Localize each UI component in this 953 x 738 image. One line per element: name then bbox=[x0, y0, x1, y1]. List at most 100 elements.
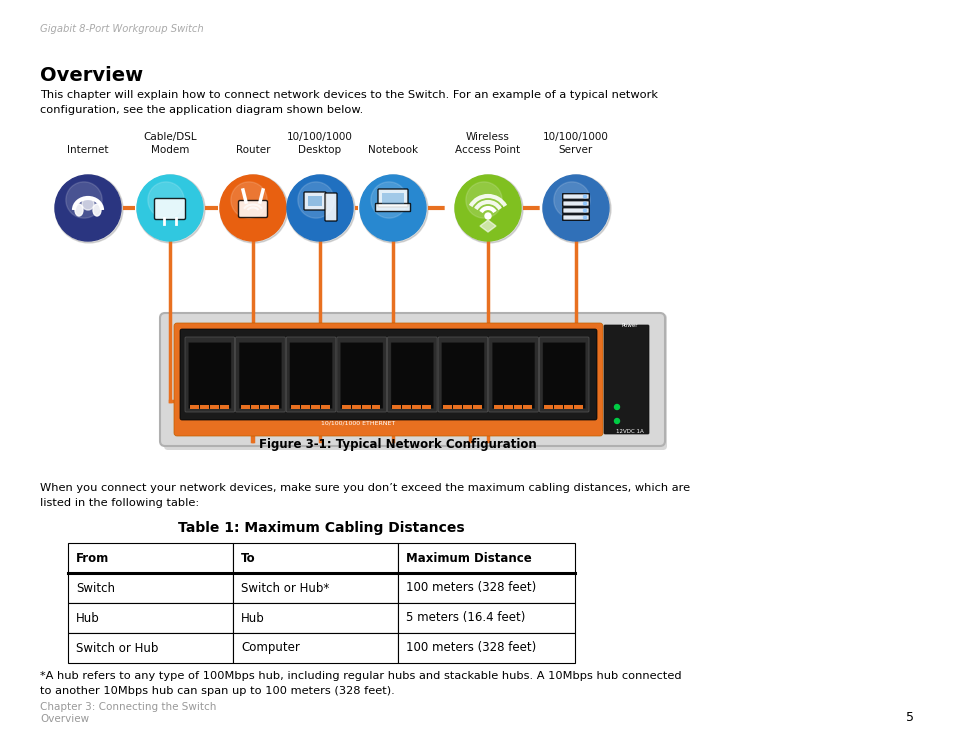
Circle shape bbox=[484, 213, 491, 219]
Text: Access Point: Access Point bbox=[455, 145, 520, 155]
Text: Internet: Internet bbox=[67, 145, 109, 155]
Circle shape bbox=[220, 175, 288, 243]
Circle shape bbox=[542, 175, 610, 243]
Circle shape bbox=[231, 182, 267, 218]
Text: Hub: Hub bbox=[76, 612, 100, 624]
Bar bbox=[200, 405, 209, 409]
Circle shape bbox=[66, 182, 102, 218]
Text: *A hub refers to any type of 100Mbps hub, including regular hubs and stackable h: *A hub refers to any type of 100Mbps hub… bbox=[40, 671, 680, 696]
FancyBboxPatch shape bbox=[542, 342, 585, 409]
Text: Maximum Distance: Maximum Distance bbox=[406, 551, 531, 565]
Bar bbox=[233, 573, 397, 603]
Text: Switch or Hub*: Switch or Hub* bbox=[241, 582, 329, 595]
FancyBboxPatch shape bbox=[164, 314, 666, 450]
Bar bbox=[513, 405, 522, 409]
Bar bbox=[240, 405, 250, 409]
Text: Table 1: Maximum Cabling Distances: Table 1: Maximum Cabling Distances bbox=[178, 521, 464, 535]
Bar bbox=[523, 405, 532, 409]
Circle shape bbox=[287, 175, 353, 241]
Circle shape bbox=[82, 198, 94, 210]
FancyBboxPatch shape bbox=[173, 323, 602, 436]
FancyBboxPatch shape bbox=[375, 204, 410, 212]
Circle shape bbox=[359, 175, 428, 243]
Bar bbox=[233, 633, 397, 663]
Bar bbox=[68, 603, 233, 633]
Circle shape bbox=[614, 404, 618, 410]
Bar bbox=[503, 405, 512, 409]
Bar bbox=[68, 543, 233, 573]
Bar bbox=[554, 405, 562, 409]
FancyBboxPatch shape bbox=[189, 342, 231, 409]
FancyBboxPatch shape bbox=[304, 192, 326, 210]
Bar bbox=[233, 603, 397, 633]
Text: To: To bbox=[241, 551, 255, 565]
Circle shape bbox=[554, 182, 590, 218]
FancyBboxPatch shape bbox=[239, 342, 281, 409]
Bar bbox=[233, 543, 397, 573]
FancyBboxPatch shape bbox=[336, 337, 386, 412]
Text: Power: Power bbox=[621, 323, 638, 328]
FancyBboxPatch shape bbox=[325, 193, 336, 221]
Polygon shape bbox=[479, 220, 496, 232]
FancyBboxPatch shape bbox=[562, 215, 589, 221]
FancyBboxPatch shape bbox=[603, 325, 648, 434]
Bar bbox=[473, 405, 481, 409]
Circle shape bbox=[583, 216, 586, 219]
Circle shape bbox=[583, 195, 586, 198]
Bar bbox=[563, 405, 573, 409]
Bar bbox=[453, 405, 461, 409]
Circle shape bbox=[614, 418, 618, 424]
Text: 10/100/1000 ETHERNET: 10/100/1000 ETHERNET bbox=[321, 421, 395, 426]
Text: 10/100/1000: 10/100/1000 bbox=[542, 132, 608, 142]
Circle shape bbox=[55, 175, 121, 241]
Text: Wireless: Wireless bbox=[466, 132, 510, 142]
Bar bbox=[397, 573, 575, 603]
Bar bbox=[210, 405, 218, 409]
Circle shape bbox=[137, 175, 203, 241]
Text: Overview: Overview bbox=[40, 66, 143, 85]
Bar bbox=[308, 196, 322, 206]
Bar bbox=[544, 405, 553, 409]
FancyBboxPatch shape bbox=[441, 342, 484, 409]
Text: Switch: Switch bbox=[76, 582, 115, 595]
Text: Notebook: Notebook bbox=[368, 145, 417, 155]
Bar bbox=[361, 405, 370, 409]
Bar bbox=[251, 405, 259, 409]
FancyBboxPatch shape bbox=[238, 201, 267, 218]
Text: This chapter will explain how to connect network devices to the Switch. For an e: This chapter will explain how to connect… bbox=[40, 90, 658, 115]
Bar bbox=[260, 405, 269, 409]
Circle shape bbox=[220, 175, 286, 241]
Circle shape bbox=[297, 182, 334, 218]
Circle shape bbox=[465, 182, 501, 218]
Bar bbox=[462, 405, 472, 409]
Text: 10/100/1000: 10/100/1000 bbox=[287, 132, 353, 142]
FancyBboxPatch shape bbox=[185, 337, 234, 412]
Text: Switch or Hub: Switch or Hub bbox=[76, 641, 158, 655]
Text: 100 meters (328 feet): 100 meters (328 feet) bbox=[406, 582, 536, 595]
Bar bbox=[320, 405, 330, 409]
Bar bbox=[270, 405, 279, 409]
Bar bbox=[381, 193, 403, 204]
Text: From: From bbox=[76, 551, 110, 565]
Bar bbox=[494, 405, 502, 409]
Circle shape bbox=[55, 175, 123, 243]
Text: Gigabit 8-Port Workgroup Switch: Gigabit 8-Port Workgroup Switch bbox=[40, 24, 204, 34]
Bar bbox=[301, 405, 310, 409]
Text: 100 meters (328 feet): 100 meters (328 feet) bbox=[406, 641, 536, 655]
Bar bbox=[392, 405, 401, 409]
Text: Cable/DSL: Cable/DSL bbox=[143, 132, 196, 142]
Bar bbox=[291, 405, 300, 409]
Bar bbox=[422, 405, 431, 409]
FancyBboxPatch shape bbox=[160, 313, 664, 446]
FancyBboxPatch shape bbox=[180, 329, 597, 420]
FancyBboxPatch shape bbox=[562, 193, 589, 199]
FancyBboxPatch shape bbox=[340, 342, 382, 409]
Bar bbox=[412, 405, 421, 409]
Text: 12VDC 1A: 12VDC 1A bbox=[616, 429, 643, 434]
Bar bbox=[68, 573, 233, 603]
Text: 5: 5 bbox=[905, 711, 913, 724]
FancyBboxPatch shape bbox=[562, 207, 589, 213]
FancyBboxPatch shape bbox=[492, 342, 535, 409]
FancyBboxPatch shape bbox=[387, 337, 436, 412]
Circle shape bbox=[455, 175, 522, 243]
